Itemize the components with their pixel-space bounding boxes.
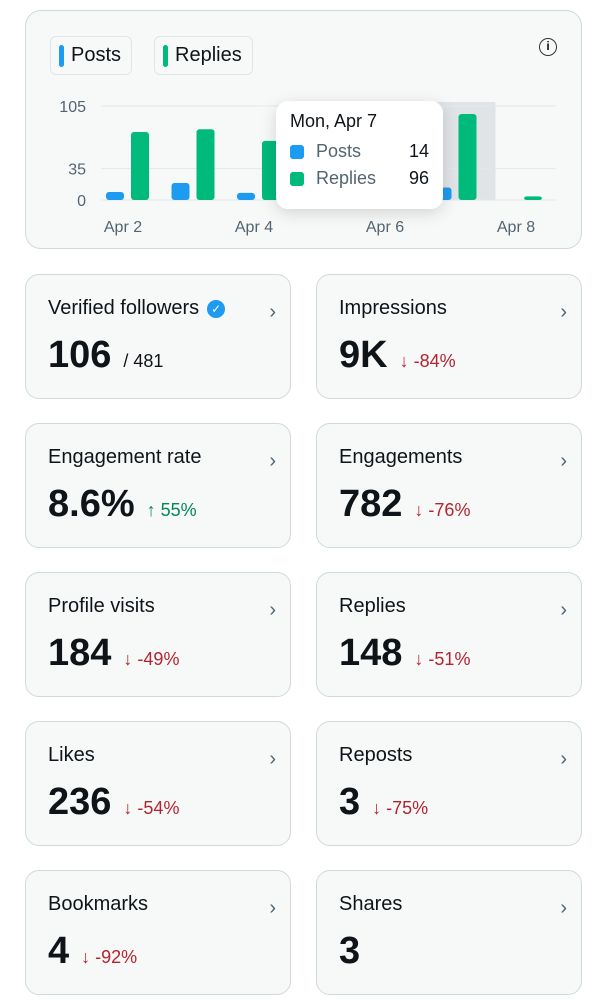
- chevron-right-icon: ›: [560, 897, 567, 919]
- metric-label: Replies: [339, 595, 406, 617]
- arrow-down-icon: ↓: [414, 649, 424, 669]
- metric-label: Likes: [48, 744, 95, 766]
- metric-value: 8.6%: [48, 483, 135, 525]
- bar-replies: [262, 140, 280, 200]
- x-tick-label: Apr 8: [497, 219, 535, 236]
- arrow-down-icon: ↓: [414, 500, 424, 520]
- bar-replies: [196, 129, 215, 200]
- posts-swatch: [59, 44, 64, 67]
- legend: Posts Replies: [50, 36, 253, 75]
- metric-label: Verified followers: [48, 297, 200, 319]
- metric-label: Shares: [339, 893, 403, 915]
- chevron-right-icon: ›: [560, 301, 567, 323]
- chevron-right-icon: ›: [269, 599, 276, 621]
- bar-replies: [524, 196, 542, 200]
- metric-card-engagement-rate[interactable]: Engagement rate › 8.6% ↑ 55%: [25, 423, 291, 548]
- metric-value: 106: [48, 334, 112, 376]
- metric-card-replies[interactable]: Replies › 148 ↓ -51%: [316, 572, 582, 697]
- metric-change: ↓ -92%: [81, 947, 138, 967]
- chevron-right-icon: ›: [560, 748, 567, 770]
- metric-value: 148: [339, 632, 403, 674]
- metric-value: 4: [48, 930, 70, 972]
- metric-card-likes[interactable]: Likes › 236 ↓ -54%: [25, 721, 291, 846]
- metric-card-profile-visits[interactable]: Profile visits › 184 ↓ -49%: [25, 572, 291, 697]
- y-tick-label: 0: [77, 193, 86, 210]
- chevron-right-icon: ›: [269, 301, 276, 323]
- chevron-right-icon: ›: [269, 897, 276, 919]
- chevron-right-icon: ›: [560, 450, 567, 472]
- legend-replies[interactable]: Replies: [154, 36, 253, 75]
- x-tick-label: Apr 6: [366, 219, 404, 236]
- arrow-down-icon: ↓: [123, 649, 133, 669]
- metric-label: Profile visits: [48, 595, 155, 617]
- bar-replies: [458, 114, 477, 200]
- metric-card-shares[interactable]: Shares › 3: [316, 870, 582, 995]
- bar-posts: [237, 192, 255, 200]
- y-tick-label: 105: [59, 99, 86, 116]
- tooltip-title: Mon, Apr 7: [290, 111, 378, 131]
- metric-change: ↓ -49%: [123, 649, 180, 669]
- legend-posts[interactable]: Posts: [50, 36, 133, 75]
- metric-value: 184: [48, 632, 112, 674]
- arrow-up-icon: ↑: [146, 500, 156, 520]
- metric-label: Engagements: [339, 446, 463, 468]
- x-tick-label: Apr 4: [235, 219, 273, 236]
- metric-card-impressions[interactable]: Impressions › 9K ↓ -84%: [316, 274, 582, 399]
- y-tick-label: 35: [68, 162, 86, 179]
- metric-change: ↓ -76%: [414, 500, 471, 520]
- metric-change: ↓ -84%: [399, 351, 456, 371]
- tooltip: Mon, Apr 7 Posts 14 Replies 96: [276, 101, 443, 209]
- metric-card-bookmarks[interactable]: Bookmarks › 4 ↓ -92%: [25, 870, 291, 995]
- replies-swatch: [163, 44, 169, 67]
- replies-swatch: [290, 171, 304, 186]
- metric-value: 782: [339, 483, 403, 525]
- metric-change: ↑ 55%: [146, 500, 197, 520]
- arrow-down-icon: ↓: [123, 798, 133, 818]
- metric-value: 3: [339, 930, 361, 972]
- metric-value: 9K: [339, 334, 388, 376]
- metric-change: ↓ -75%: [372, 798, 429, 818]
- metric-label: Reposts: [339, 744, 413, 766]
- metric-change: ↓ -51%: [414, 649, 471, 669]
- chevron-right-icon: ›: [269, 748, 276, 770]
- bar-posts: [171, 182, 190, 200]
- metric-label: Engagement rate: [48, 446, 202, 468]
- arrow-down-icon: ↓: [81, 947, 91, 967]
- metric-total: / 481: [123, 351, 164, 371]
- metric-label: Impressions: [339, 297, 447, 319]
- metric-change: ↓ -54%: [123, 798, 180, 818]
- metric-value: 236: [48, 781, 112, 823]
- info-icon[interactable]: i: [539, 38, 557, 56]
- metric-label: Bookmarks: [48, 893, 149, 915]
- arrow-down-icon: ↓: [399, 351, 409, 371]
- chart-card: Posts Replies i 0 35 105 Apr 2 Apr 4 Apr 6 Apr…: [25, 10, 582, 249]
- tooltip-row-replies: Replies 96: [290, 165, 429, 192]
- metric-value: 3: [339, 781, 361, 823]
- bar-replies: [131, 131, 149, 200]
- chevron-right-icon: ›: [269, 450, 276, 472]
- arrow-down-icon: ↓: [372, 798, 382, 818]
- verified-badge-icon: ✓: [207, 299, 226, 318]
- posts-swatch: [290, 144, 304, 159]
- tooltip-row-posts: Posts 14: [290, 138, 429, 165]
- metric-card-reposts[interactable]: Reposts › 3 ↓ -75%: [316, 721, 582, 846]
- chevron-right-icon: ›: [560, 599, 567, 621]
- x-tick-label: Apr 2: [104, 219, 142, 236]
- metric-card-engagements[interactable]: Engagements › 782 ↓ -76%: [316, 423, 582, 548]
- bar-posts: [106, 191, 124, 200]
- metric-card-verified-followers[interactable]: Verified followers ✓ › 106 / 481: [25, 274, 291, 399]
